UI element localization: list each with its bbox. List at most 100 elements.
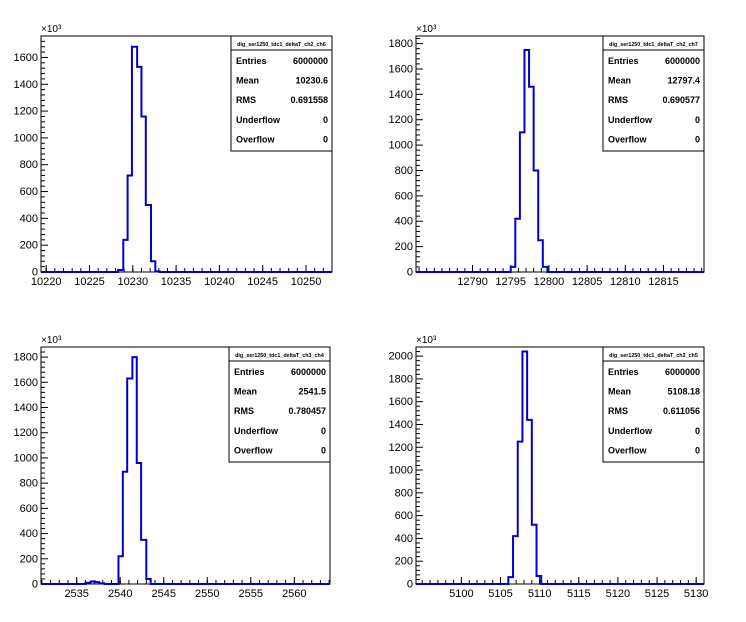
y-tick-label: 1200 [389, 114, 413, 126]
y-tick-label: 400 [395, 216, 413, 228]
stat-value: 0 [321, 445, 326, 455]
y-tick-label: 200 [395, 241, 413, 253]
y-tick-label: 1000 [389, 465, 413, 477]
stat-label: Mean [608, 76, 631, 86]
x-tick-label: 2550 [195, 588, 219, 600]
stat-label: RMS [236, 95, 256, 105]
x-tick-label: 12800 [534, 276, 565, 288]
stats-box-frame [230, 35, 333, 152]
histogram-title: dig_ser1250_tdc1_deltaT_ch3_ch4 [235, 353, 324, 359]
histogram-line [41, 45, 332, 273]
x-tick-label: 10240 [204, 276, 235, 288]
stat-label: Underflow [236, 115, 281, 125]
histogram-panel: 0 200 400 600 800 1000 1200 1400 1600 1800 2000 510… [389, 335, 709, 600]
histogram-line [41, 356, 330, 585]
x-tick-label: 10230 [118, 276, 149, 288]
stats-box: dig_ser1250_tdc1_deltaT_ch3_ch4 Entries 60… [228, 346, 331, 463]
y-tick-label: 400 [20, 528, 38, 540]
y-tick-label: 600 [20, 503, 38, 515]
stat-value: 0 [323, 134, 328, 144]
histogram-panel: 0 200 400 600 800 1000 1200 1400 1600 10220 10225 1… [14, 24, 333, 288]
x-tick-label: 12790 [457, 276, 488, 288]
y-tick-label: 1400 [14, 402, 38, 414]
x-tick-label: 12795 [495, 276, 526, 288]
histogram-line [416, 48, 704, 273]
x-tick-label: 10250 [291, 276, 322, 288]
y-tick-label: 600 [395, 190, 413, 202]
y-tick-label: 200 [20, 553, 38, 565]
x-tick-label: 10225 [74, 276, 105, 288]
stat-label: Mean [236, 76, 259, 86]
stat-value: 0 [321, 426, 326, 436]
y-tick-label: 1400 [389, 89, 413, 101]
stat-value: 0.691558 [290, 95, 328, 105]
y-exponent-label: ×10³ [416, 24, 437, 35]
stat-value: 5108.18 [667, 387, 700, 397]
x-tick-label: 10220 [31, 276, 62, 288]
y-tick-label: 1200 [14, 106, 38, 118]
histogram-title: dig_ser1250_tdc1_deltaT_ch2_ch6 [237, 42, 326, 48]
stat-label: Underflow [608, 426, 653, 436]
y-tick-label: 600 [20, 186, 38, 198]
y-tick-label: 1600 [389, 396, 413, 408]
stat-label: Overflow [608, 134, 648, 144]
y-tick-label: 400 [20, 213, 38, 225]
y-tick-label: 0 [407, 579, 413, 591]
y-tick-label: 1000 [14, 452, 38, 464]
y-tick-label: 800 [20, 478, 38, 490]
y-tick-label: 2000 [389, 351, 413, 363]
stats-box: dig_ser1250_tdc1_deltaT_ch2_ch6 Entries 60… [230, 35, 333, 152]
x-tick-label: 5105 [488, 588, 512, 600]
x-tick-label: 5130 [684, 588, 708, 600]
stats-box-frame [602, 35, 705, 152]
stat-label: Entries [234, 367, 265, 377]
x-tick-label: 12815 [648, 276, 679, 288]
stat-label: Underflow [234, 426, 279, 436]
stats-box: dig_ser1250_tdc1_deltaT_ch2_ch7 Entries 60… [602, 35, 705, 152]
stat-value: 6000000 [291, 367, 326, 377]
y-tick-label: 800 [395, 487, 413, 499]
stat-label: Mean [234, 387, 257, 397]
x-tick-label: 10235 [161, 276, 192, 288]
x-tick-label: 5120 [606, 588, 630, 600]
y-tick-label: 1600 [389, 63, 413, 75]
x-tick-label: 5110 [528, 588, 552, 600]
stat-label: RMS [234, 406, 254, 416]
stats-box-frame [228, 346, 331, 463]
x-tick-label: 12805 [572, 276, 603, 288]
y-tick-label: 1000 [14, 132, 38, 144]
y-tick-label: 1400 [389, 419, 413, 431]
stat-value: 0.611056 [663, 406, 700, 416]
stat-label: Mean [608, 387, 631, 397]
stat-label: Entries [608, 56, 639, 66]
stat-value: 0 [695, 134, 700, 144]
stat-value: 6000000 [665, 56, 700, 66]
x-tick-label: 10245 [247, 276, 278, 288]
stat-value: 0 [695, 115, 700, 125]
y-tick-label: 1800 [389, 38, 413, 50]
x-tick-label: 2560 [282, 588, 306, 600]
y-tick-label: 1600 [14, 377, 38, 389]
y-tick-label: 0 [32, 267, 38, 279]
x-tick-label: 5100 [449, 588, 473, 600]
y-tick-label: 0 [407, 267, 413, 279]
histogram-panel: 0 200 400 600 800 1000 1200 1400 1600 1800 2535 254… [14, 335, 331, 600]
y-tick-label: 1800 [14, 352, 38, 364]
stat-value: 6000000 [665, 367, 700, 377]
y-tick-label: 200 [20, 240, 38, 252]
y-exponent-label: ×10³ [41, 24, 62, 35]
x-tick-label: 5115 [567, 588, 591, 600]
y-exponent-label: ×10³ [416, 335, 437, 346]
stat-value: 2541.5 [298, 387, 326, 397]
y-tick-label: 1400 [14, 79, 38, 91]
y-exponent-label: ×10³ [41, 335, 62, 346]
y-tick-label: 800 [20, 159, 38, 171]
stat-value: 0 [323, 115, 328, 125]
stat-label: RMS [608, 95, 628, 105]
stats-box: dig_ser1250_tdc1_deltaT_ch3_ch5 Entries 60… [602, 346, 705, 463]
stat-value: 0.780457 [288, 406, 326, 416]
stat-label: Entries [236, 56, 267, 66]
y-tick-label: 1800 [389, 373, 413, 385]
y-tick-label: 1600 [14, 52, 38, 64]
